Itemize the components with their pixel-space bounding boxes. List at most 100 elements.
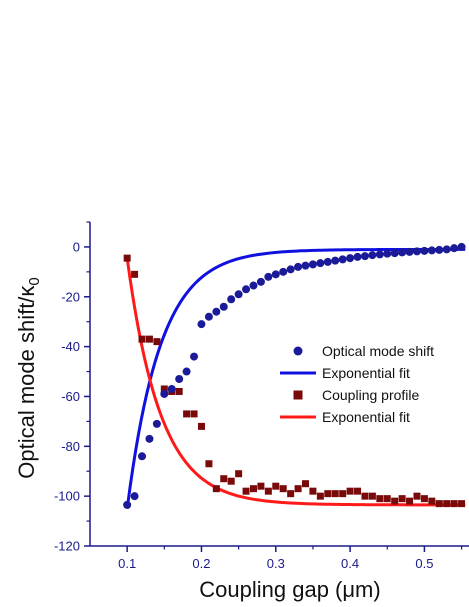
mode-shift-point [353,252,362,261]
coupling-point [249,485,257,493]
mode-shift-point [271,270,280,279]
x-tick-label: 0.5 [415,556,433,571]
mode-shift-point [375,250,384,259]
y-tick-label: -120 [54,539,80,554]
coupling-point [443,500,451,508]
mode-shift-point [242,285,251,294]
y-tick-label: -80 [61,439,80,454]
coupling-point [324,490,332,498]
fit-line-coupling [125,257,466,507]
mode-shift-point [138,452,147,461]
x-tick-label: 0.4 [341,556,359,571]
mode-shift-point [442,245,451,254]
coupling-point [331,490,339,498]
coupling-point [354,487,362,495]
mode-shift-point [130,492,139,501]
x-axis-title: Coupling gap (μm) [199,577,380,602]
coupling-point [175,387,183,395]
coupling-point [346,487,354,495]
coupling-point [257,482,265,490]
mode-shift-point [346,254,355,263]
coupling-point [227,477,235,485]
mode-shift-point [383,249,392,258]
legend: Optical mode shift Exponential fit Coupl… [280,343,434,425]
y-tick-label: -40 [61,339,80,354]
y-axis-title-main: Optical mode shift/κ [14,285,39,479]
x-tick-label: 0.1 [118,556,136,571]
x-tick-label: 0.3 [267,556,285,571]
coupling-point [339,490,347,498]
y-axis: 0 -20 -40 -60 -80 -100 -120 [54,221,91,554]
mode-shift-point [212,307,221,316]
coupling-point [212,485,220,493]
mode-shift-point [323,257,332,266]
mode-shift-point [279,267,288,276]
y-tick-label: -60 [61,389,80,404]
coupling-point [131,270,139,278]
coupling-point [428,497,436,505]
coupling-point [361,492,369,500]
mode-shift-point [427,246,436,255]
mode-shift-point [234,290,243,299]
plot-area [123,242,466,509]
mode-shift-point [308,260,317,269]
mode-shift-point [390,249,399,258]
mode-shift-point [412,247,421,256]
coupling-point [264,487,272,495]
coupling-point [391,497,399,505]
coupling-point [183,410,191,418]
mode-shift-point [294,262,303,271]
coupling-point [302,480,310,488]
x-tick-label: 0.2 [192,556,210,571]
mode-shift-point [398,248,407,257]
mode-shift-point [190,352,199,361]
coupling-point [160,385,168,393]
coupling-point [458,500,466,508]
mode-shift-point [301,261,310,270]
legend-marker-coupling [293,390,303,400]
coupling-point [123,254,131,262]
mode-shift-point [256,277,265,286]
mode-shift-point [160,389,169,398]
coupling-point [205,460,213,468]
y-tick-label: -20 [61,289,80,304]
mode-shift-point [360,252,369,261]
coupling-point [383,495,391,503]
mode-shift-point [450,244,459,253]
coupling-point [435,500,443,508]
mode-shift-point [204,312,213,321]
coupling-point [197,422,205,430]
coupling-point [190,410,198,418]
coupling-point [316,492,324,500]
coupling-point [368,492,376,500]
legend-label-mode-fit: Exponential fit [322,365,410,381]
mode-shift-point [316,259,325,268]
coupling-point [406,497,414,505]
mode-shift-point [182,367,191,376]
mode-shift-point [167,384,176,393]
mode-shift-point [435,245,444,254]
legend-label-mode-shift: Optical mode shift [322,343,434,359]
y-axis-title: Optical mode shift/κ0 [14,277,43,479]
mode-shift-point [286,265,295,274]
coupling-point [145,335,153,343]
mode-shift-point [331,256,340,265]
mode-shift-point [219,302,228,311]
mode-shift-point [197,320,206,329]
coupling-point [242,487,250,495]
mode-shift-point [368,251,377,260]
y-tick-label: -100 [54,489,80,504]
legend-marker-mode-shift [293,346,303,356]
mode-shift-point [420,246,429,255]
coupling-point [309,487,317,495]
coupling-point [420,495,428,503]
coupling-point [376,495,384,503]
coupling-point [450,500,458,508]
mode-shift-point [249,281,258,290]
coupling-point [272,482,280,490]
legend-label-coupling-fit: Exponential fit [322,409,410,425]
coupling-point [413,492,421,500]
mode-shift-point [264,272,273,281]
y-axis-title-subscript: 0 [26,277,43,285]
